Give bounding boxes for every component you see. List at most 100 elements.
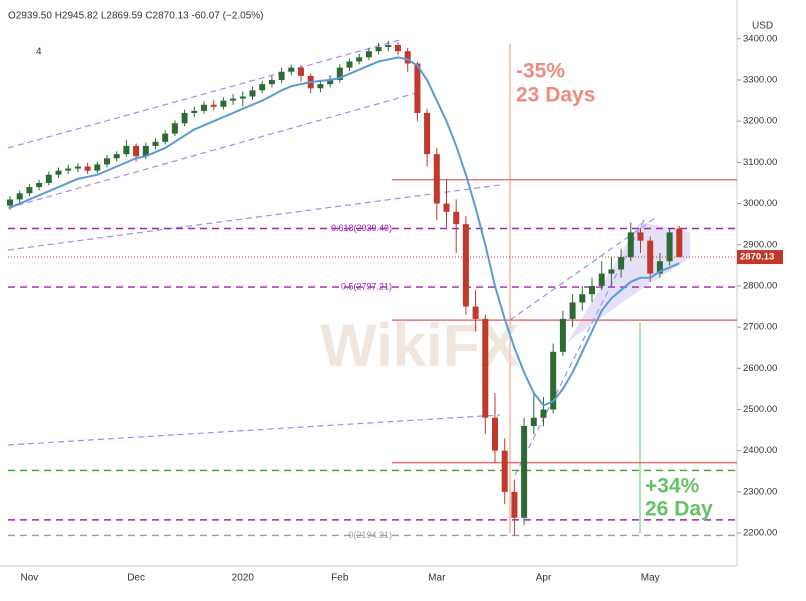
candle-body [414,63,421,113]
x-tick-label: Feb [331,573,349,584]
candle-body [210,104,217,107]
candle-body [375,47,382,52]
level-label: 0.5(2797.21) [341,281,392,291]
candle-body [230,98,237,101]
candle-body [84,166,91,171]
candle-body [317,84,324,89]
candle-body [268,80,275,85]
candle-body [521,425,528,518]
x-tick-label: Nov [21,573,39,584]
candle-body [133,145,140,157]
x-tick-label: Apr [536,573,552,584]
candle-body [45,174,52,183]
candle-body [288,67,295,72]
candle-body [104,158,110,165]
y-tick-label: 2700.00 [743,322,777,333]
candle-body [618,257,625,270]
candle-body [501,450,508,492]
candle-body [550,351,557,410]
candle-body [249,90,256,97]
candle-body [676,228,683,258]
moving-average [9,56,680,407]
y-tick-label: 2500.00 [743,404,777,415]
candle-body [482,318,489,418]
annotation: 26 Day [645,498,713,521]
candle-body [540,409,547,418]
annotation: +34% [645,475,700,498]
x-tick-label: Mar [428,573,446,584]
level-label: 0(2194.31) [348,530,392,540]
y-tick-label: 3000.00 [743,198,777,209]
candle-body [472,306,479,319]
candle-body [74,166,81,169]
last-price-tag [737,250,783,265]
x-tick-label: 2020 [232,573,255,584]
candle-body [608,269,615,274]
candle-body [511,491,518,518]
y-tick-label: 3100.00 [743,157,777,168]
candle-body [530,417,537,426]
ohlc-header: O2939.50 H2945.82 L2869.59 C2870.13 -60.… [8,11,263,22]
x-tick-label: Dec [127,573,145,584]
x-tick-label: May [641,573,660,584]
y-tick-label: 3400.00 [743,33,777,44]
candle-body [259,84,266,91]
candle-body [327,80,334,85]
candle-body [278,71,285,81]
indicator-count: 4 [36,47,42,58]
candle-body [239,96,246,99]
candle-body [424,112,431,155]
watermark: WikiFX [320,312,519,379]
candle-body [637,232,644,241]
candle-body [142,145,149,157]
candle-body [7,199,13,206]
candle-body [356,57,363,62]
candle-body [201,104,207,111]
y-tick-label: 2200.00 [743,528,777,539]
candle-body [443,203,450,212]
candle-body [666,232,673,262]
candle-body [346,61,353,68]
candle-body [65,168,72,171]
y-tick-label: 2800.00 [743,280,777,291]
candle-body [569,302,576,319]
candle-body [385,45,392,48]
candle-body [656,261,663,274]
currency-label: USD [752,21,773,32]
y-tick-label: 3300.00 [743,75,777,86]
candle-body [162,133,169,142]
candle-body [36,182,43,188]
candle-body [336,67,343,81]
annotation: 23 Days [516,84,595,107]
candle-body [152,141,159,146]
candle-body [365,51,372,58]
candle-body [123,145,130,155]
y-tick-label: 3200.00 [743,116,777,127]
candle-body [113,154,120,159]
candle-body [171,123,178,134]
candle-body [579,294,586,303]
candle-body [404,51,411,64]
candle-body [55,170,62,175]
candle-body [598,273,605,286]
candle-body [191,110,198,113]
candle-body [433,154,440,204]
y-tick-label: 2400.00 [743,445,777,456]
annotation: -35% [516,60,565,83]
y-tick-label: 2900.00 [743,239,777,250]
candle-body [589,285,595,295]
candle-body [220,100,227,107]
candle-body [627,232,634,258]
candle-body [181,112,188,124]
candle-body [492,417,498,451]
level-label: 0.618(2939.49) [331,223,392,233]
candle-body [395,45,401,52]
candle-body [453,211,460,225]
candle-body [298,67,304,76]
candle-body [559,318,566,352]
candle-body [26,187,33,194]
candle-body [462,224,469,307]
candle-body [16,193,23,200]
y-tick-label: 2600.00 [743,363,777,374]
